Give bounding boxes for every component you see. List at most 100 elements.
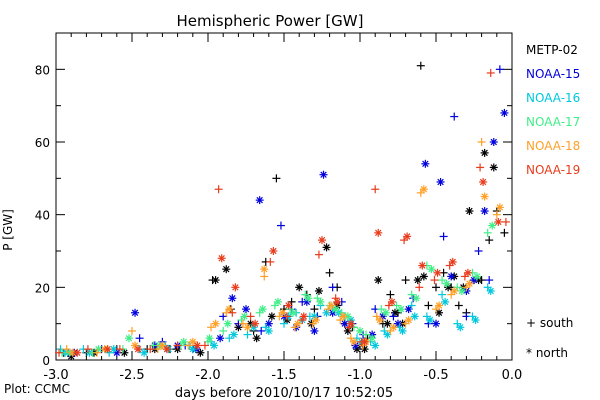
- south-point: [485, 276, 494, 285]
- north-point: [346, 319, 355, 328]
- south-point: [386, 290, 395, 299]
- south-point: [474, 247, 483, 255]
- x-tick-label: -3.0: [43, 368, 68, 383]
- plot-credit: Plot: CCMC: [4, 382, 70, 396]
- north-point: [260, 265, 269, 274]
- north-point: [480, 148, 489, 157]
- legend-item: NOAA-15: [526, 67, 580, 81]
- north-point: [299, 312, 308, 321]
- x-tick-label: 0.0: [502, 368, 523, 383]
- north-point: [410, 312, 419, 321]
- north-point: [228, 294, 237, 303]
- x-tick-label: -0.5: [423, 368, 448, 383]
- north-point: [465, 207, 474, 216]
- south-point: [485, 236, 494, 245]
- south-point: [115, 345, 124, 354]
- north-point: [252, 334, 261, 343]
- north-point: [403, 232, 412, 241]
- north-point: [441, 297, 450, 306]
- legend-item: METP-02: [526, 43, 578, 57]
- north-point: [267, 312, 276, 321]
- legend-item: NOAA-17: [526, 115, 580, 129]
- north-point: [120, 348, 129, 357]
- north-point: [495, 203, 504, 212]
- north-point: [205, 334, 214, 343]
- south-point: [184, 341, 193, 350]
- north-point: [471, 316, 480, 325]
- north-point: [418, 261, 427, 270]
- north-point: [360, 345, 369, 354]
- south-point: [83, 345, 92, 354]
- south-point: [401, 276, 410, 285]
- south-point: [407, 290, 416, 299]
- north-point: [229, 330, 238, 339]
- north-point: [349, 337, 358, 346]
- x-tick-label: -1.0: [347, 368, 372, 383]
- south-point: [173, 341, 182, 350]
- north-point: [289, 308, 298, 317]
- north-point: [273, 297, 282, 306]
- north-point: [374, 228, 383, 237]
- south-point: [450, 112, 459, 121]
- y-tick-label: 40: [35, 209, 50, 223]
- north-point: [293, 319, 302, 328]
- south-point: [407, 301, 416, 310]
- north-point: [231, 283, 240, 292]
- south-point: [55, 348, 64, 357]
- north-point: [255, 196, 264, 205]
- north-point: [473, 272, 482, 281]
- south-point: [135, 334, 144, 343]
- south-point: [432, 283, 440, 292]
- south-point: [438, 290, 447, 299]
- north-point: [433, 268, 442, 277]
- south-point: [225, 334, 234, 343]
- south-point: [219, 326, 228, 335]
- north-point: [278, 308, 287, 317]
- north-point: [394, 319, 402, 328]
- south-point: [200, 341, 209, 350]
- south-point: [207, 323, 216, 332]
- north-point: [211, 276, 220, 285]
- north-point: [295, 283, 304, 292]
- legend-item: NOAA-18: [526, 139, 580, 153]
- north-point: [465, 279, 474, 288]
- y-tick-label: 80: [35, 63, 50, 77]
- south-point: [257, 326, 266, 335]
- south-point: [283, 312, 292, 321]
- north-point: [211, 319, 220, 328]
- north-point: [412, 294, 421, 303]
- north-point: [390, 308, 399, 317]
- south-point: [486, 68, 495, 77]
- north-point: [333, 297, 342, 306]
- north-point: [140, 348, 149, 357]
- south-point: [214, 185, 223, 194]
- series-noaa-18: [62, 138, 504, 357]
- north-point: [264, 326, 273, 335]
- north-point: [494, 217, 503, 226]
- north-point: [448, 257, 457, 266]
- north-point: [322, 243, 331, 252]
- south-point: [424, 301, 433, 310]
- y-tick-label: 0: [42, 354, 50, 368]
- south-point: [476, 163, 485, 172]
- south-point: [500, 228, 509, 237]
- south-point: [266, 257, 275, 266]
- north-point: [318, 236, 326, 245]
- north-point: [223, 319, 232, 328]
- north-point: [457, 286, 466, 295]
- north-point: [387, 297, 396, 306]
- north-point: [314, 286, 323, 295]
- south-point: [438, 276, 447, 285]
- north-point: [368, 334, 377, 343]
- chart-title: Hemispheric Power [GW]: [177, 12, 364, 30]
- north-point: [381, 308, 390, 317]
- north-point: [322, 308, 331, 317]
- south-point: [377, 305, 386, 314]
- x-tick-label: -2.0: [195, 368, 220, 383]
- north-point: [304, 294, 313, 303]
- north-point: [162, 345, 171, 354]
- south-point: [430, 276, 439, 285]
- north-point: [124, 334, 133, 343]
- north-point: [251, 319, 260, 328]
- north-point: [193, 341, 202, 350]
